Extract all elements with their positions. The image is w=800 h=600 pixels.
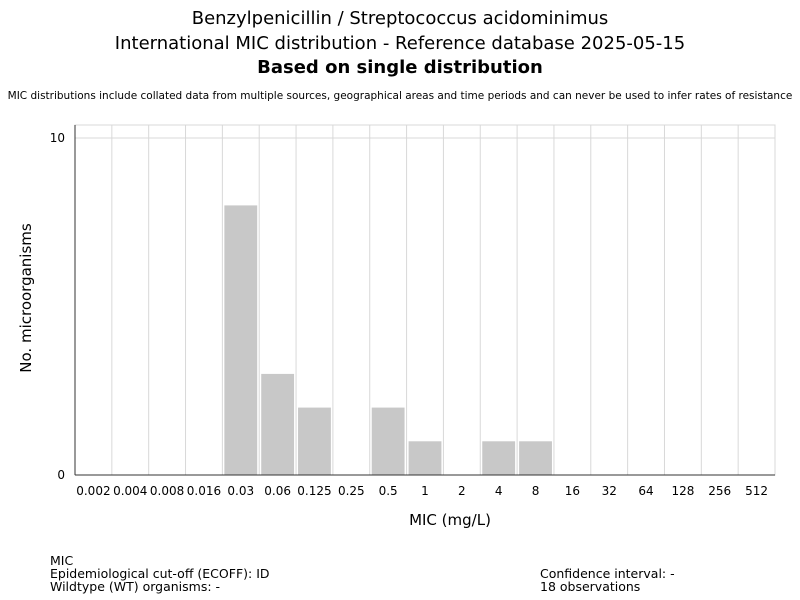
bar-0.125 bbox=[298, 407, 331, 475]
bar-0.5 bbox=[371, 407, 405, 475]
bar-0.06 bbox=[261, 373, 295, 475]
x-tick-label: 128 bbox=[671, 484, 694, 498]
chart-subtitle: MIC distributions include collated data … bbox=[7, 90, 793, 102]
bar-4 bbox=[482, 441, 516, 475]
confidence-interval-text: Confidence interval: - bbox=[540, 566, 675, 581]
x-tick-label: 0.5 bbox=[379, 484, 398, 498]
chart-title-line2: International MIC distribution - Referen… bbox=[114, 33, 686, 54]
bar-0.03 bbox=[224, 205, 258, 475]
x-tick-label: 512 bbox=[745, 484, 768, 498]
x-tick-label: 64 bbox=[638, 484, 653, 498]
x-tick-label: 4 bbox=[495, 484, 503, 498]
x-axis-title: MIC (mg/L) bbox=[409, 511, 491, 529]
x-tick-label: 32 bbox=[602, 484, 617, 498]
wildtype-text: Wildtype (WT) organisms: - bbox=[50, 579, 221, 594]
bar-8 bbox=[519, 441, 552, 475]
y-axis-title: No. microorganisms bbox=[17, 223, 35, 373]
x-tick-label: 0.008 bbox=[150, 484, 184, 498]
footer-left: MIC Epidemiological cut-off (ECOFF): ID … bbox=[50, 554, 270, 593]
bar-1 bbox=[408, 441, 442, 475]
chart-title-line3: Based on single distribution bbox=[257, 57, 543, 78]
observations-count: 18 observations bbox=[540, 579, 641, 594]
chart-title-line1: Benzylpenicillin / Streptococcus acidomi… bbox=[191, 8, 609, 29]
ecoff-text: Epidemiological cut-off (ECOFF): ID bbox=[50, 566, 270, 581]
x-tick-label: 256 bbox=[708, 484, 731, 498]
plot-area bbox=[74, 124, 776, 476]
x-tick-label: 8 bbox=[532, 484, 540, 498]
footer-right: Confidence interval: - 18 observations bbox=[540, 567, 675, 593]
x-tick-label: 0.06 bbox=[264, 484, 291, 498]
x-tick-label: 0.004 bbox=[113, 484, 147, 498]
y-tick-label: 0 bbox=[57, 468, 65, 482]
x-tick-label: 0.125 bbox=[297, 484, 331, 498]
y-tick-label: 10 bbox=[50, 131, 65, 145]
x-tick-label: 1 bbox=[421, 484, 429, 498]
x-tick-label: 0.25 bbox=[338, 484, 365, 498]
x-tick-label: 0.016 bbox=[187, 484, 221, 498]
mic-label: MIC bbox=[50, 553, 74, 568]
x-tick-label: 16 bbox=[565, 484, 580, 498]
x-tick-label: 0.03 bbox=[227, 484, 254, 498]
x-tick-label: 0.002 bbox=[76, 484, 110, 498]
x-tick-label: 2 bbox=[458, 484, 466, 498]
